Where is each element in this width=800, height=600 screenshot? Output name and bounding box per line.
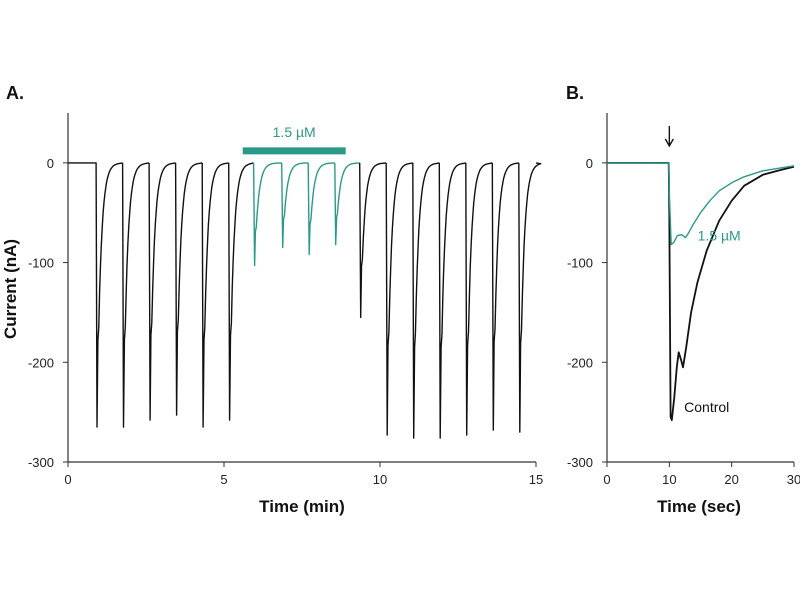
y-tick-label: 0 — [47, 156, 54, 171]
x-tick-label: 0 — [64, 472, 71, 487]
current-pulse-trace — [465, 162, 493, 436]
panel-a-x-axis-title: Time (min) — [259, 497, 345, 516]
current-pulse-trace — [252, 162, 282, 267]
current-pulse-trace — [228, 162, 254, 421]
y-tick-label: -300 — [567, 455, 593, 470]
x-tick-label: 5 — [220, 472, 227, 487]
y-tick-label: -100 — [28, 256, 54, 271]
x-tick-label: 0 — [603, 472, 610, 487]
current-pulse-trace — [491, 162, 519, 431]
panel-b-ticks: 0 10 20 30 0 -100 -200 -300 — [567, 156, 800, 487]
current-pulse-trace — [518, 162, 542, 433]
current-pulse-trace — [148, 162, 176, 421]
x-tick-label: 10 — [662, 472, 676, 487]
panel-b-axes — [606, 113, 794, 463]
current-pulse-trace — [334, 162, 360, 246]
panel-b-label: B. — [566, 83, 584, 103]
y-tick-label: 0 — [586, 156, 593, 171]
y-tick-label: -200 — [28, 355, 54, 370]
y-tick-label: -100 — [567, 256, 593, 271]
stimulus-arrow-icon — [664, 126, 674, 148]
series-line-control — [607, 162, 795, 421]
current-pulse-trace — [438, 162, 466, 439]
panel-a-axes — [67, 113, 536, 463]
x-tick-label: 20 — [724, 472, 738, 487]
current-pulse-trace — [174, 162, 203, 416]
panel-a-label: A. — [6, 83, 24, 103]
y-tick-label: -300 — [28, 455, 54, 470]
current-pulse-trace — [359, 162, 387, 319]
current-pulse-trace — [68, 162, 123, 428]
y-tick-label: -200 — [567, 355, 593, 370]
series-label-control: Control — [684, 399, 729, 415]
current-pulse-trace — [201, 162, 229, 428]
panel-b-x-axis-title: Time (sec) — [657, 497, 741, 516]
current-pulse-trace — [281, 162, 309, 249]
series-line-drug — [607, 162, 795, 246]
series-label-drug: 1.5 µM — [698, 228, 741, 244]
panel-b: B. 0 10 20 30 0 -100 -200 -300 Control 1.5 µM Ti… — [566, 83, 800, 516]
current-pulse-trace — [121, 162, 150, 428]
drug-bar-label: 1.5 µM — [273, 124, 316, 140]
x-tick-label: 30 — [787, 472, 800, 487]
current-pulse-trace — [412, 162, 440, 439]
panel-a-ticks: 0 5 10 15 0 -100 -200 -300 — [28, 156, 543, 487]
arrow-head — [664, 138, 674, 148]
x-tick-label: 10 — [373, 472, 387, 487]
panel-b-traces — [607, 162, 795, 421]
panel-b-series-labels: Control 1.5 µM — [684, 228, 741, 416]
panel-a: A. 0 5 10 15 0 -100 -200 -300 1.5 µM Time (min)… — [1, 83, 543, 516]
panel-a-drug-bar: 1.5 µM — [242, 124, 346, 155]
current-pulse-trace — [385, 162, 413, 436]
panel-a-traces — [68, 162, 542, 439]
panel-a-y-axis-title: Current (nA) — [1, 239, 20, 339]
x-tick-label: 15 — [529, 472, 543, 487]
current-pulse-trace — [307, 162, 335, 256]
